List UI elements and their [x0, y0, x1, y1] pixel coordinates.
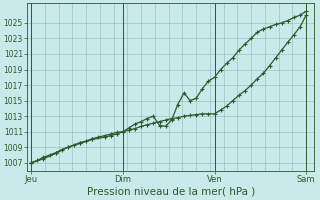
- X-axis label: Pression niveau de la mer( hPa ): Pression niveau de la mer( hPa ): [87, 187, 255, 197]
